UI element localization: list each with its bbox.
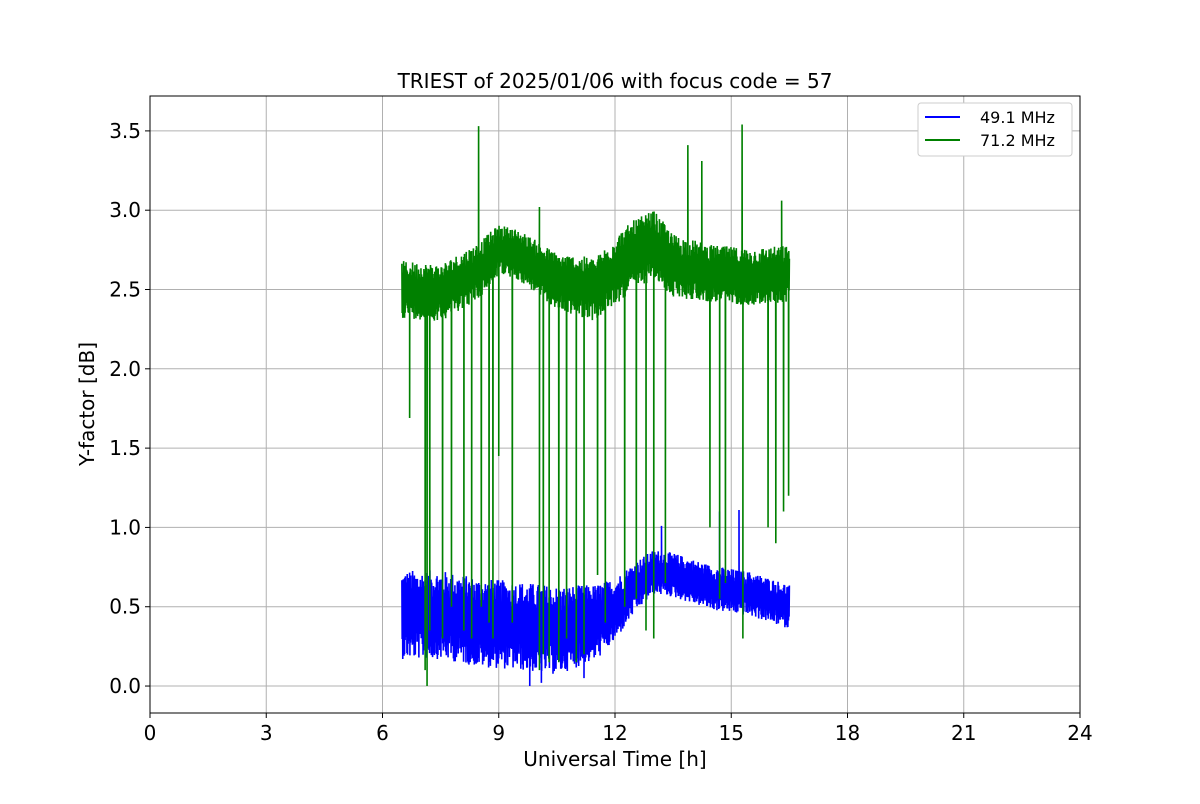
series-line-49-1-mhz [401,509,791,687]
y-tick-label: 3.5 [109,119,141,143]
y-tick-label: 1.0 [109,515,141,539]
x-axis-ticks: 0 3 6 9 12 15 18 21 24 [144,713,1093,745]
legend: 49.1 MHz 71.2 MHz [917,102,1073,157]
y-tick-label: 1.5 [109,436,141,460]
x-tick-label: 12 [602,721,627,745]
x-tick-label: 15 [719,721,744,745]
legend-label-49-1-mhz: 49.1 MHz [980,108,1055,127]
x-tick-label: 18 [835,721,860,745]
chart-title: TRIEST of 2025/01/06 with focus code = 5… [397,69,833,93]
y-tick-label: 0.5 [109,595,141,619]
x-tick-label: 21 [951,721,976,745]
x-tick-label: 24 [1067,721,1092,745]
y-tick-label: 0.0 [109,674,141,698]
x-tick-label: 6 [376,721,389,745]
legend-label-71-2-mhz: 71.2 MHz [980,131,1055,150]
y-axis-label: Y-factor [dB] [75,342,99,467]
y-tick-label: 3.0 [109,198,141,222]
x-tick-label: 0 [144,721,157,745]
y-tick-label: 2.0 [109,357,141,381]
y-axis-ticks: 0.0 0.5 1.0 1.5 2.0 2.5 3.0 3.5 [109,119,150,698]
x-tick-label: 3 [260,721,273,745]
series-line-71-2-mhz [401,124,791,687]
grid-lines [149,96,1081,713]
x-tick-label: 9 [492,721,505,745]
x-axis-label: Universal Time [h] [523,747,706,771]
plot-area [401,124,791,687]
y-tick-label: 2.5 [109,278,141,302]
